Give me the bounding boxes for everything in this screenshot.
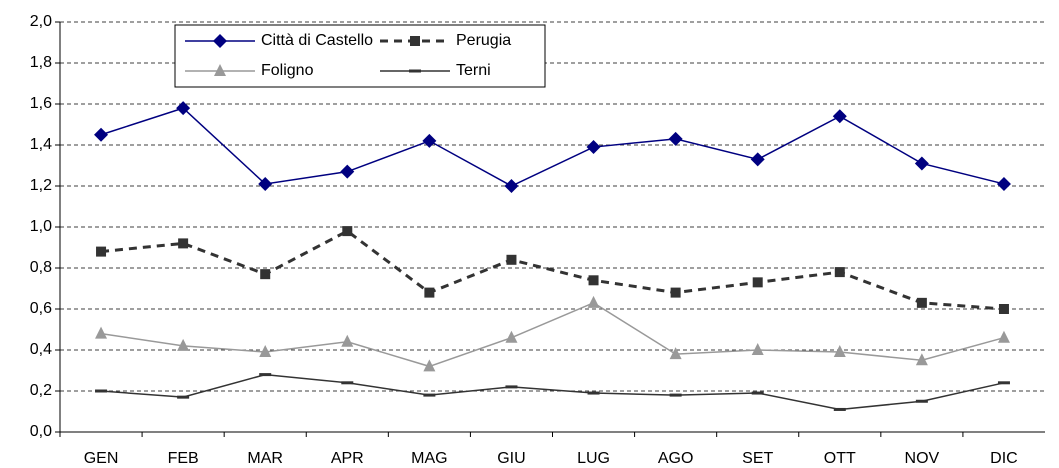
marker <box>423 359 436 372</box>
marker <box>915 399 928 403</box>
marker <box>342 226 353 237</box>
x-tick-label: LUG <box>577 450 610 467</box>
marker <box>259 345 272 358</box>
marker <box>587 391 600 395</box>
marker <box>504 179 519 193</box>
x-tick-label: SET <box>742 450 773 467</box>
marker <box>669 347 682 360</box>
y-tick-label: 0,0 <box>30 423 52 440</box>
y-tick-label: 0,4 <box>30 341 52 358</box>
series-line <box>100 373 1005 411</box>
y-tick-label: 0,6 <box>30 300 52 317</box>
marker <box>178 238 189 249</box>
marker <box>95 326 108 339</box>
marker <box>409 69 421 73</box>
marker <box>259 373 272 377</box>
marker <box>997 330 1010 343</box>
marker <box>95 389 108 393</box>
marker <box>669 393 682 397</box>
marker <box>340 164 355 179</box>
legend-label: Città di Castello <box>261 32 373 49</box>
x-tick-label: APR <box>331 450 364 467</box>
marker <box>505 385 518 389</box>
marker <box>834 267 845 278</box>
x-tick-label: MAR <box>247 450 283 467</box>
marker <box>914 156 929 171</box>
marker <box>506 254 517 265</box>
series-line <box>100 302 1005 368</box>
x-tick-label: GIU <box>497 450 525 467</box>
x-tick-label: DIC <box>990 450 1018 467</box>
marker <box>410 36 420 46</box>
y-tick-label: 1,6 <box>30 95 52 112</box>
marker <box>96 246 107 257</box>
marker <box>751 343 764 355</box>
y-tick-label: 1,8 <box>30 54 52 71</box>
y-tick-label: 0,2 <box>30 382 52 399</box>
marker <box>668 131 683 146</box>
marker <box>750 152 765 167</box>
legend-label: Perugia <box>456 32 511 49</box>
marker <box>752 277 763 288</box>
marker <box>341 381 354 385</box>
marker <box>260 269 271 280</box>
marker <box>423 393 436 397</box>
marker <box>751 391 764 395</box>
marker <box>997 381 1010 385</box>
marker <box>998 304 1009 314</box>
x-tick-label: MAG <box>411 450 447 467</box>
marker <box>832 109 847 124</box>
marker <box>586 140 601 155</box>
legend-label: Foligno <box>261 62 314 79</box>
marker <box>587 295 600 308</box>
marker <box>341 334 354 347</box>
marker <box>670 287 681 298</box>
x-tick-label: GEN <box>84 450 119 467</box>
legend-box <box>174 24 546 88</box>
marker <box>833 407 846 411</box>
marker <box>213 34 227 48</box>
marker <box>588 275 599 286</box>
y-tick-label: 0,8 <box>30 259 52 276</box>
y-tick-label: 1,2 <box>30 177 52 194</box>
series-line <box>100 107 1005 187</box>
marker <box>422 133 437 148</box>
x-tick-label: OTT <box>824 450 856 467</box>
marker <box>833 345 846 358</box>
y-tick-label: 1,4 <box>30 136 52 153</box>
marker <box>424 287 435 298</box>
x-tick-label: FEB <box>168 450 199 467</box>
marker <box>94 127 109 142</box>
series-line <box>100 229 1005 311</box>
marker <box>258 176 273 191</box>
x-tick-label: NOV <box>905 450 940 467</box>
marker <box>505 330 518 343</box>
marker <box>177 338 190 351</box>
x-tick-label: AGO <box>658 450 694 467</box>
marker <box>176 101 191 116</box>
marker <box>996 176 1011 191</box>
y-tick-label: 1,0 <box>30 218 52 235</box>
y-tick-label: 2,0 <box>30 13 52 30</box>
marker <box>177 395 190 399</box>
legend-label: Terni <box>456 62 491 79</box>
marker <box>916 297 927 308</box>
marker <box>214 64 226 76</box>
marker <box>915 353 928 366</box>
